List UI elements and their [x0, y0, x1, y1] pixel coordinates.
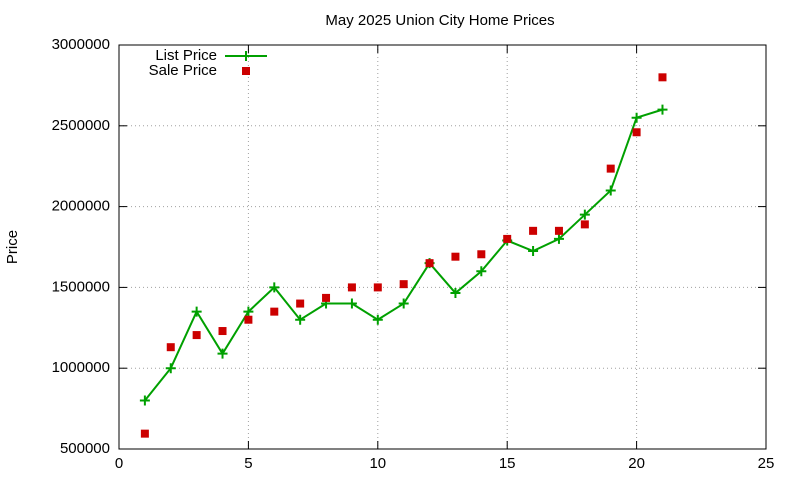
point-marker	[322, 293, 331, 302]
point-marker	[605, 185, 616, 196]
chart-title: May 2025 Union City Home Prices	[325, 12, 554, 29]
point-marker	[631, 112, 642, 123]
point-marker	[477, 250, 486, 259]
point-marker	[192, 331, 201, 340]
point-marker	[270, 307, 279, 316]
point-marker	[244, 315, 253, 324]
plot-border	[118, 44, 767, 450]
point-marker	[606, 164, 615, 173]
point-marker	[295, 314, 306, 325]
point-marker	[658, 73, 667, 82]
y-axis-label: Price	[4, 230, 21, 264]
point-marker	[529, 226, 538, 235]
point-marker	[140, 429, 149, 438]
legend-label: Sale Price	[149, 62, 217, 79]
y-tick-label: 1500000	[52, 278, 110, 295]
point-marker	[217, 348, 228, 359]
point-marker	[553, 233, 564, 244]
point-marker	[425, 259, 434, 268]
point-marker	[269, 282, 280, 293]
point-marker	[373, 283, 382, 292]
x-tick-label: 20	[628, 455, 645, 472]
point-marker	[166, 343, 175, 352]
point-marker	[218, 327, 227, 336]
legend-marker	[241, 51, 251, 61]
point-marker	[476, 266, 487, 277]
x-tick-label: 0	[115, 455, 123, 472]
x-tick-label: 15	[499, 455, 516, 472]
point-marker	[139, 395, 150, 406]
point-marker	[347, 283, 356, 292]
point-marker	[528, 246, 539, 257]
x-tick-label: 25	[758, 455, 775, 472]
point-marker	[191, 306, 202, 317]
point-marker	[657, 104, 668, 115]
point-marker	[398, 298, 409, 309]
x-tick-label: 10	[369, 455, 386, 472]
point-marker	[450, 288, 461, 299]
point-marker	[554, 226, 563, 235]
point-marker	[296, 299, 305, 308]
point-marker	[632, 128, 641, 137]
legend-marker	[242, 67, 250, 75]
point-marker	[503, 234, 512, 243]
y-tick-label: 2500000	[52, 117, 110, 134]
x-tick-label: 5	[244, 455, 252, 472]
y-tick-label: 2000000	[52, 198, 110, 215]
point-marker	[243, 306, 254, 317]
point-marker	[372, 314, 383, 325]
point-marker	[580, 220, 589, 229]
legend-label: List Price	[155, 47, 217, 64]
point-marker	[451, 252, 460, 261]
point-marker	[346, 298, 357, 309]
y-tick-label: 1000000	[52, 359, 110, 376]
point-marker	[165, 363, 176, 374]
y-tick-label: 500000	[60, 440, 110, 457]
point-marker	[399, 280, 408, 289]
point-marker	[579, 209, 590, 220]
y-tick-label: 3000000	[52, 36, 110, 53]
